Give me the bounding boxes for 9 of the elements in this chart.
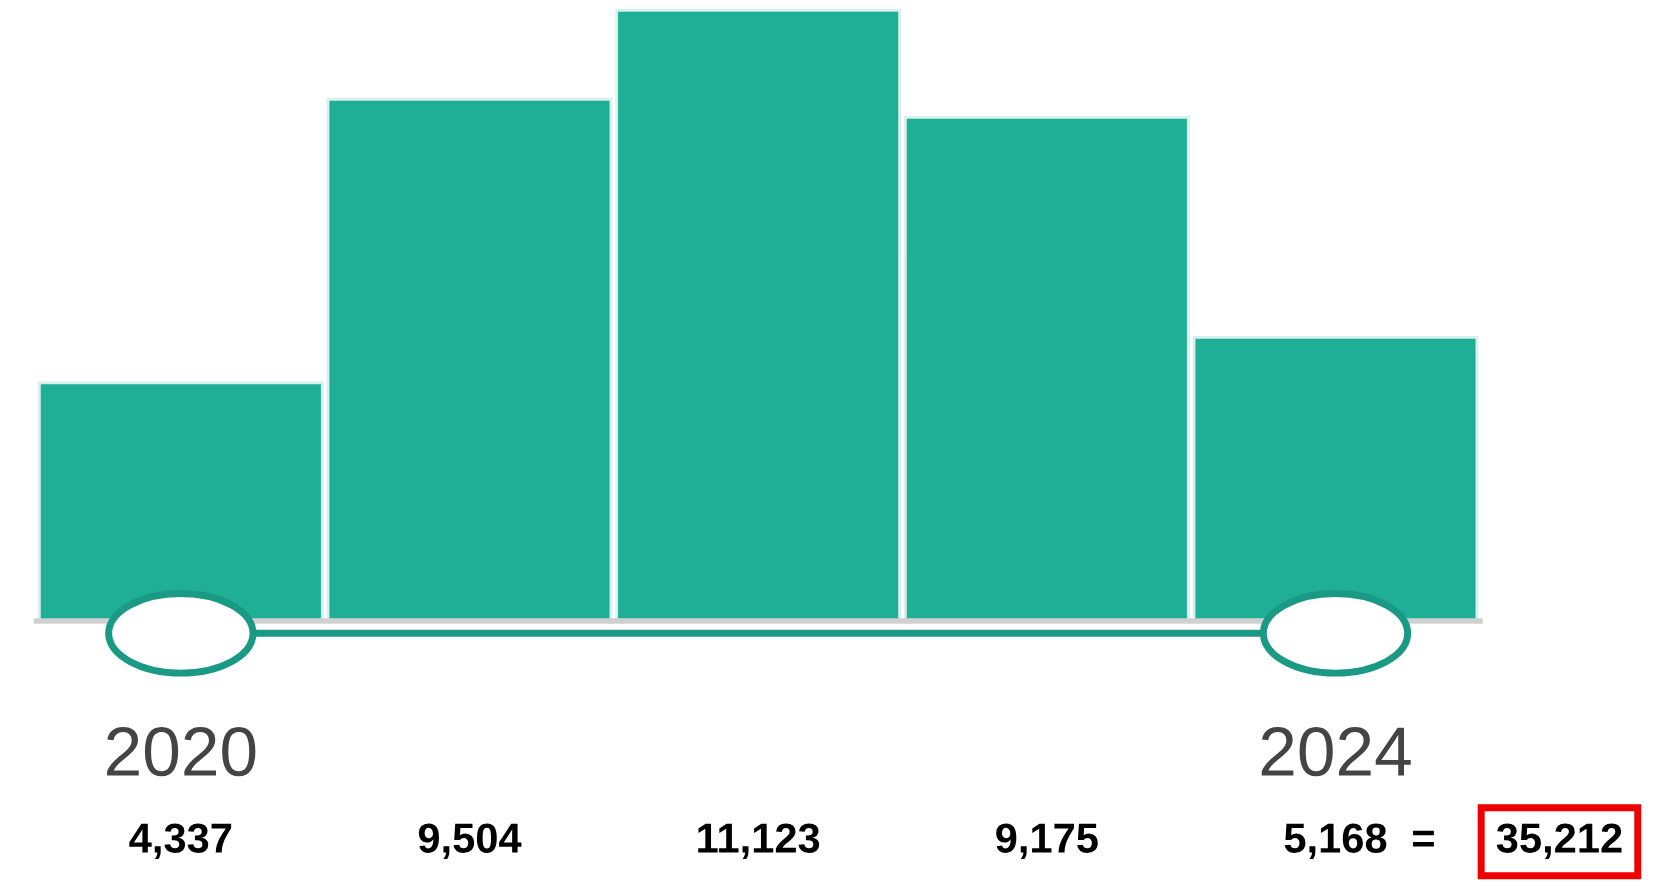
x-tick-label: 2024 [1261,727,1411,777]
data-label: 5,168 [1284,823,1387,859]
text: = [1412,830,1434,847]
text: 35,212 [1496,823,1622,859]
data-label: 4,337 [129,823,232,859]
data-label: 9,175 [996,823,1098,859]
data-label: 11,123 [698,823,820,859]
data-label: 9,504 [418,823,522,859]
x-tick-label: 2020 [107,727,256,777]
